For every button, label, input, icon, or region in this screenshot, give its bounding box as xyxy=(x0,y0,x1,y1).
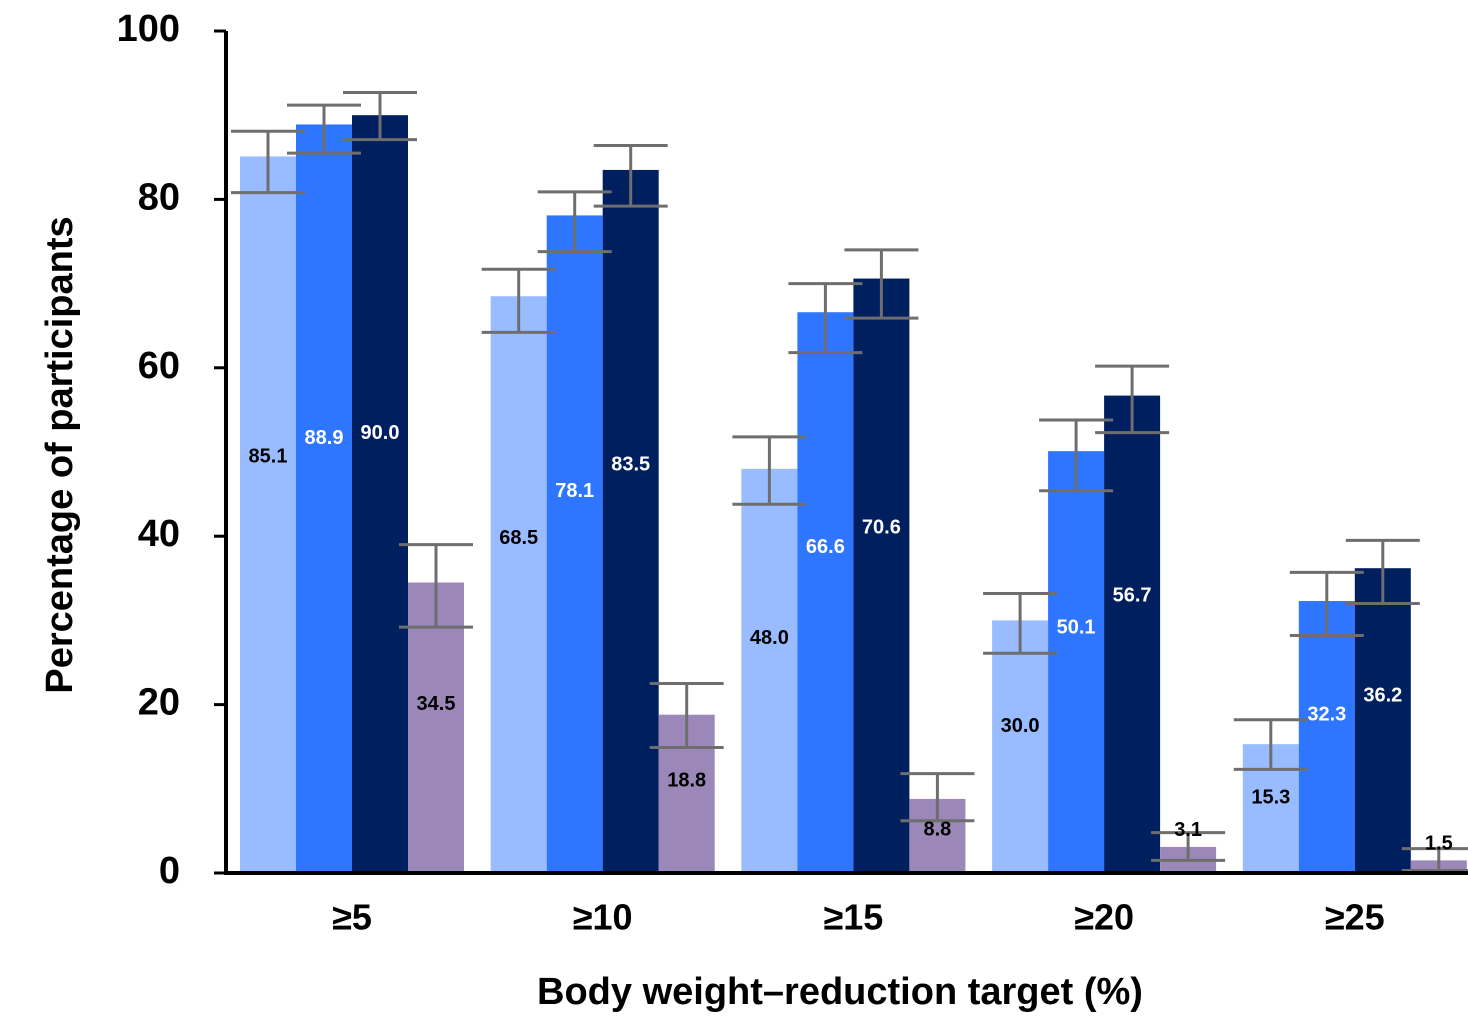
bar-series1-4 xyxy=(992,620,1049,873)
data-label-series1-3: 48.0 xyxy=(750,627,789,649)
bar-series3-1 xyxy=(352,115,408,873)
x-tick-label-5: ≥25 xyxy=(1325,897,1385,938)
bar-series2-1 xyxy=(296,124,352,874)
data-label-series3-4: 56.7 xyxy=(1113,584,1152,606)
data-label-series4-4: 3.1 xyxy=(1174,819,1202,841)
bar-series2-3 xyxy=(797,312,854,873)
data-label-series4-3: 8.8 xyxy=(923,818,951,840)
data-label-series1-1: 85.1 xyxy=(249,446,288,468)
data-label-series3-5: 36.2 xyxy=(1363,684,1402,706)
data-label-series2-1: 88.9 xyxy=(305,427,344,449)
bar-series3-3 xyxy=(853,278,910,874)
y-tick-label-0: 0 xyxy=(159,850,180,892)
data-label-series3-1: 90.0 xyxy=(361,422,400,444)
data-label-series2-5: 32.3 xyxy=(1307,704,1346,726)
data-label-series2-4: 50.1 xyxy=(1057,617,1096,639)
data-label-series4-5: 1.5 xyxy=(1425,833,1453,855)
bar-series2-2 xyxy=(546,215,603,873)
bar-series2-5 xyxy=(1298,601,1355,873)
plot-area: 85.1 68.5 48.0 30.0 15.3 88.9 78.1 66.6 50.1 32.3… xyxy=(117,8,1468,938)
bar-series3-2 xyxy=(602,169,659,873)
bar-series1-3 xyxy=(741,468,798,873)
data-label-series3-2: 83.5 xyxy=(611,454,650,476)
bar-series3-4 xyxy=(1104,395,1161,873)
data-label-series1-5: 15.3 xyxy=(1251,787,1290,809)
data-label-series4-1: 34.5 xyxy=(417,693,456,715)
bar-series4-1 xyxy=(408,582,464,873)
x-tick-label-2: ≥10 xyxy=(573,897,633,938)
x-tick-label-3: ≥15 xyxy=(823,897,883,938)
y-tick-label-5: 100 xyxy=(117,8,180,50)
y-tick-label-4: 80 xyxy=(138,176,180,218)
x-tick-label-4: ≥20 xyxy=(1074,897,1134,938)
bar-series1-2 xyxy=(490,296,547,874)
data-label-series2-3: 66.6 xyxy=(806,536,845,558)
data-label-series2-2: 78.1 xyxy=(555,480,594,502)
data-label-series4-2: 18.8 xyxy=(667,769,706,791)
y-tick-label-3: 60 xyxy=(138,345,180,387)
y-tick-label-2: 40 xyxy=(138,513,180,555)
bar-series2-4 xyxy=(1048,451,1105,873)
bar-series3-5 xyxy=(1354,568,1411,873)
y-tick-label-1: 20 xyxy=(138,682,180,724)
x-tick-label-1: ≥5 xyxy=(332,897,372,938)
data-label-series1-4: 30.0 xyxy=(1001,715,1040,737)
bar-series1-1 xyxy=(240,156,296,873)
data-label-series1-2: 68.5 xyxy=(499,527,538,549)
y-axis-title: Percentage of participants xyxy=(39,216,81,693)
data-label-series3-3: 70.6 xyxy=(862,516,901,538)
x-axis-title: Body weight–reduction target (%) xyxy=(537,971,1143,1013)
